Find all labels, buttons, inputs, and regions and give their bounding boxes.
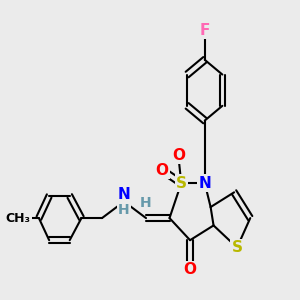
Text: O: O [156,163,169,178]
Text: CH₃: CH₃ [6,212,31,225]
Text: N: N [198,176,211,190]
Text: O: O [172,148,185,163]
Text: H: H [140,196,152,210]
Text: N: N [118,188,130,202]
Text: O: O [184,262,196,277]
Text: H: H [118,202,130,217]
Text: F: F [200,23,210,38]
Text: S: S [176,176,187,190]
Text: S: S [232,240,242,255]
